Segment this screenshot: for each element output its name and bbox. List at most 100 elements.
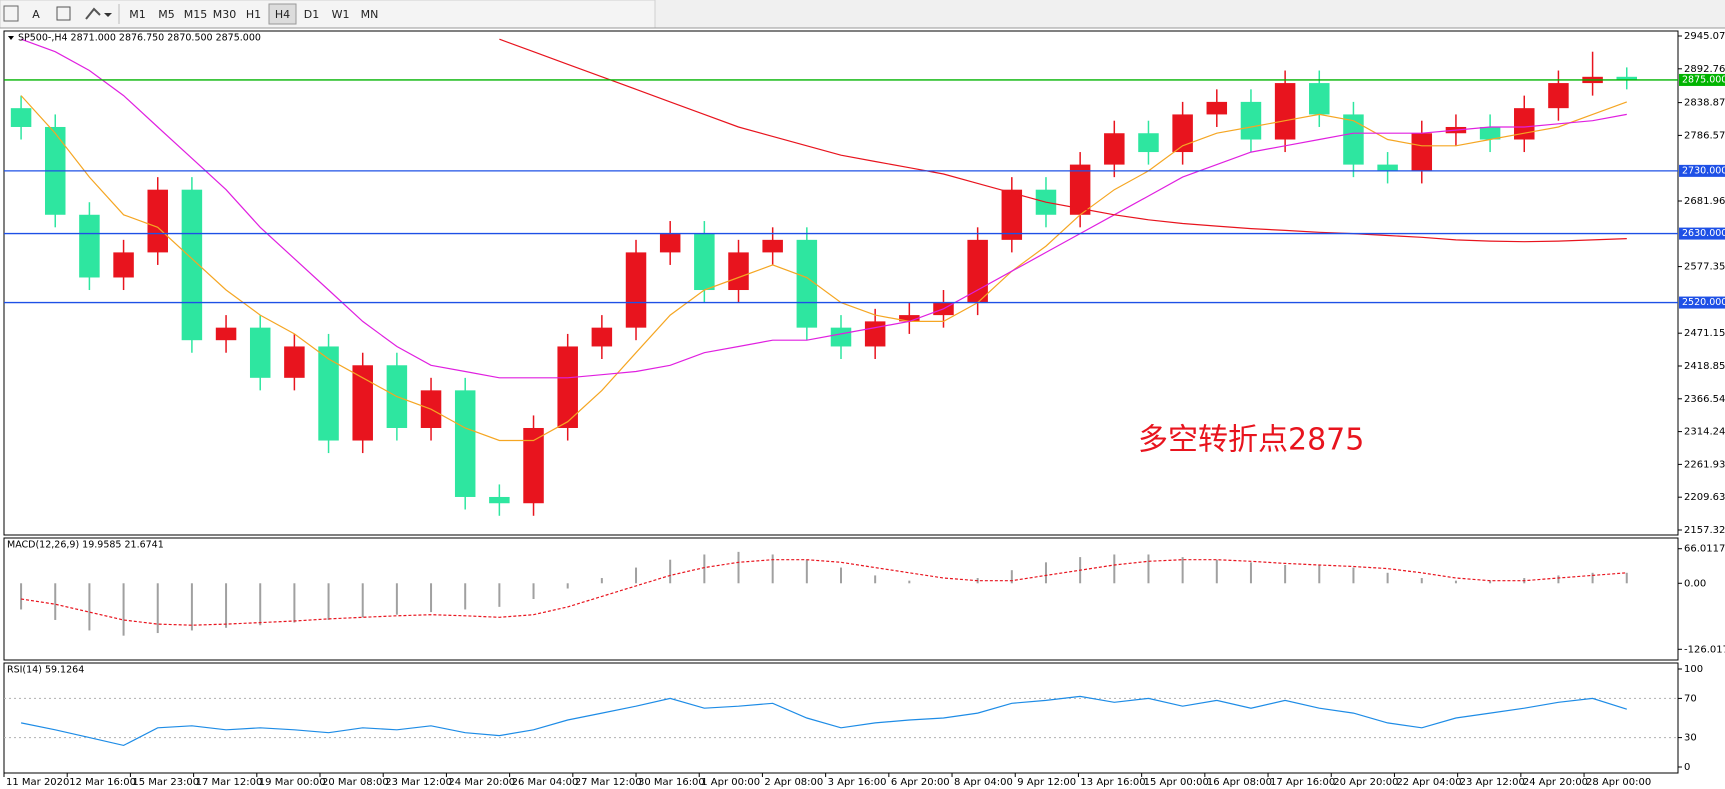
candle-body xyxy=(1377,164,1398,171)
y-tick-label: 2366.545 xyxy=(1684,394,1725,405)
candle-body xyxy=(625,252,647,328)
crosshair-icon[interactable] xyxy=(3,5,19,22)
macd-bar xyxy=(703,554,706,584)
y-tick-label: 0 xyxy=(1684,762,1690,773)
macd-bar xyxy=(1181,557,1184,584)
candle-body xyxy=(1343,114,1364,165)
macd-bar xyxy=(805,559,808,584)
macd-bar xyxy=(20,583,23,610)
macd-bar xyxy=(1489,580,1492,584)
x-tick-label: 15 Mar 23:00 xyxy=(132,777,199,788)
candle-body xyxy=(1001,189,1023,240)
candle-body xyxy=(1274,83,1296,140)
panel-frame xyxy=(3,662,1679,774)
macd-bar xyxy=(498,583,501,607)
timeframe-label[interactable]: H1 xyxy=(246,8,261,21)
y-tick-label: 2418.850 xyxy=(1684,361,1725,372)
x-tick-label: 20 Apr 20:00 xyxy=(1333,777,1398,788)
macd-bar xyxy=(1249,562,1252,584)
level-price-label: 2630.000 xyxy=(1682,228,1725,239)
x-tick-label: 13 Apr 16:00 xyxy=(1080,777,1145,788)
title-marker xyxy=(8,36,14,40)
timeframe-label[interactable]: M15 xyxy=(184,8,208,21)
timeframe-label[interactable]: MN xyxy=(361,8,379,21)
y-tick-label: 2577.350 xyxy=(1684,262,1725,273)
timeframe-label[interactable]: M1 xyxy=(129,8,146,21)
macd-bar xyxy=(54,583,57,620)
y-tick-label: 100 xyxy=(1684,664,1703,675)
text-tool[interactable]: A xyxy=(32,8,40,21)
level-price-box xyxy=(1679,296,1725,309)
macd-bar xyxy=(190,583,193,631)
candle-body xyxy=(1240,101,1262,140)
y-tick-label: 30 xyxy=(1684,733,1697,744)
candle-body xyxy=(318,346,339,441)
macd-bar xyxy=(88,583,91,631)
x-tick-label: 16 Apr 08:00 xyxy=(1207,777,1272,788)
y-tick-label: 2945.070 xyxy=(1684,31,1725,42)
panel-title: MACD(12,26,9) 19.9585 21.6741 xyxy=(7,540,164,551)
timeframe-label[interactable]: W1 xyxy=(332,8,350,21)
x-tick-label: 6 Apr 20:00 xyxy=(891,777,950,788)
candle-body xyxy=(694,233,715,291)
candle-body xyxy=(147,189,168,253)
level-price-label: 2875.000 xyxy=(1682,74,1725,85)
candle-body xyxy=(284,346,305,378)
candle-body xyxy=(79,214,100,278)
macd-bar xyxy=(1352,567,1355,584)
x-tick-label: 12 Mar 16:00 xyxy=(69,777,136,788)
x-tick-label: 22 Apr 04:00 xyxy=(1396,777,1461,788)
arrow-tool[interactable] xyxy=(85,7,101,20)
candle-body xyxy=(523,427,544,504)
candle-body xyxy=(454,390,476,497)
candle-body xyxy=(249,327,271,378)
x-tick-label: 1 Apr 00:00 xyxy=(701,777,760,788)
y-tick-label: 2892.765 xyxy=(1684,64,1725,75)
y-tick-label: 2471.155 xyxy=(1684,328,1725,339)
candle-body xyxy=(591,327,613,347)
macd-bar xyxy=(532,583,535,599)
y-tick-label: 70 xyxy=(1684,693,1697,704)
x-tick-label: 9 Apr 12:00 xyxy=(1017,777,1076,788)
macd-bar xyxy=(259,583,262,626)
candle-body xyxy=(1069,164,1091,215)
candle-body xyxy=(1479,126,1501,140)
candle-body xyxy=(864,321,886,347)
label-tool[interactable] xyxy=(56,6,71,21)
candle-body xyxy=(557,346,578,428)
candle-body xyxy=(1206,101,1228,115)
timeframe-label[interactable]: M5 xyxy=(158,8,175,21)
macd-bar xyxy=(1318,564,1321,584)
timeframe-bar: M1 M5 M15 M30 H1 H4 D1 W1 MN xyxy=(129,3,379,25)
x-tick-label: 24 Mar 20:00 xyxy=(448,777,515,788)
y-tick-label: 2838.870 xyxy=(1684,98,1725,109)
x-tick-label: 26 Mar 04:00 xyxy=(512,777,579,788)
macd-bar xyxy=(1591,572,1594,584)
macd-bar xyxy=(464,583,467,610)
macd-bar xyxy=(1215,559,1218,584)
candle-body xyxy=(489,496,510,504)
macd-bar xyxy=(1113,554,1116,584)
macd-bar xyxy=(1010,570,1013,584)
timeframe-label[interactable]: M30 xyxy=(213,8,237,21)
macd-bar xyxy=(1420,578,1423,584)
macd-bar xyxy=(874,575,877,584)
y-tick-label: 2681.960 xyxy=(1684,196,1725,207)
level-price-box xyxy=(1679,227,1725,240)
timeframe-label[interactable]: H4 xyxy=(275,8,290,21)
macd-bar xyxy=(1147,554,1150,584)
level-price-label: 2520.000 xyxy=(1682,297,1725,308)
dropdown-icon[interactable] xyxy=(104,13,112,17)
macd-bar xyxy=(225,583,228,628)
candle-body xyxy=(1172,114,1193,153)
macd-bar xyxy=(635,567,638,584)
macd-bar xyxy=(1386,572,1389,584)
candle-body xyxy=(830,327,852,347)
x-tick-label: 11 Mar 2020 xyxy=(6,777,69,788)
timeframe-button[interactable] xyxy=(268,3,297,25)
macd-signal xyxy=(21,559,1627,626)
macd-bar xyxy=(1454,580,1457,584)
timeframe-label[interactable]: D1 xyxy=(304,8,319,21)
candle-body xyxy=(1616,76,1638,80)
